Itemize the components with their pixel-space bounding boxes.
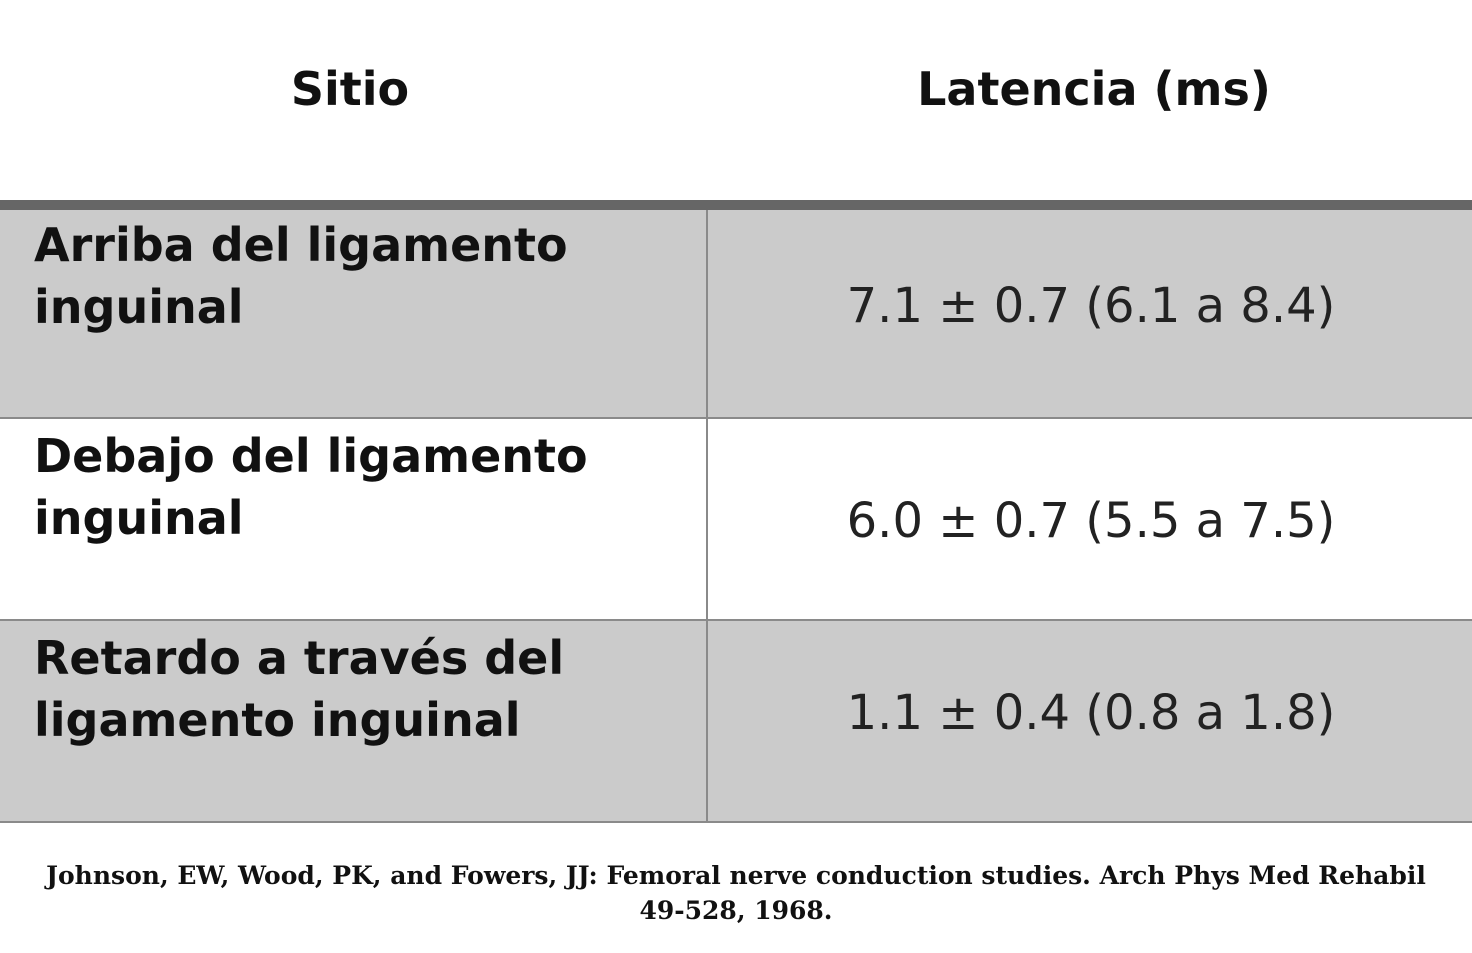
column-header-latency: Latencia (ms) (917, 62, 1271, 116)
table-row: Arriba del ligamento inguinal 7.1 ± 0.7 … (0, 210, 1472, 419)
table-row: Debajo del ligamento inguinal 6.0 ± 0.7 … (0, 419, 1472, 621)
header-divider (0, 200, 1472, 210)
column-header-site: Sitio (290, 62, 410, 116)
latency-cell: 1.1 ± 0.4 (0.8 a 1.8) (710, 621, 1472, 821)
site-cell: Debajo del ligamento inguinal (0, 419, 708, 619)
site-label: Arriba del ligamento inguinal (34, 218, 568, 334)
site-cell: Arriba del ligamento inguinal (0, 210, 708, 417)
citation-line-2: 49-528, 1968. (639, 896, 833, 925)
site-label: Debajo del ligamento inguinal (34, 429, 588, 545)
table-body: Arriba del ligamento inguinal 7.1 ± 0.7 … (0, 210, 1472, 823)
site-cell: Retardo a través del ligamento inguinal (0, 621, 708, 821)
table-row: Retardo a través del ligamento inguinal … (0, 621, 1472, 823)
site-label: Retardo a través del ligamento inguinal (34, 631, 565, 747)
table-header: Sitio Latencia (ms) (0, 0, 1472, 200)
latency-value: 1.1 ± 0.4 (0.8 a 1.8) (846, 685, 1336, 741)
latency-cell: 7.1 ± 0.7 (6.1 a 8.4) (710, 210, 1472, 417)
latency-value: 6.0 ± 0.7 (5.5 a 7.5) (846, 493, 1336, 549)
latency-value: 7.1 ± 0.7 (6.1 a 8.4) (846, 278, 1336, 334)
citation: Johnson, EW, Wood, PK, and Fowers, JJ: F… (30, 858, 1442, 928)
latency-cell: 6.0 ± 0.7 (5.5 a 7.5) (710, 419, 1472, 619)
citation-line-1: Johnson, EW, Wood, PK, and Fowers, JJ: F… (46, 861, 1426, 890)
